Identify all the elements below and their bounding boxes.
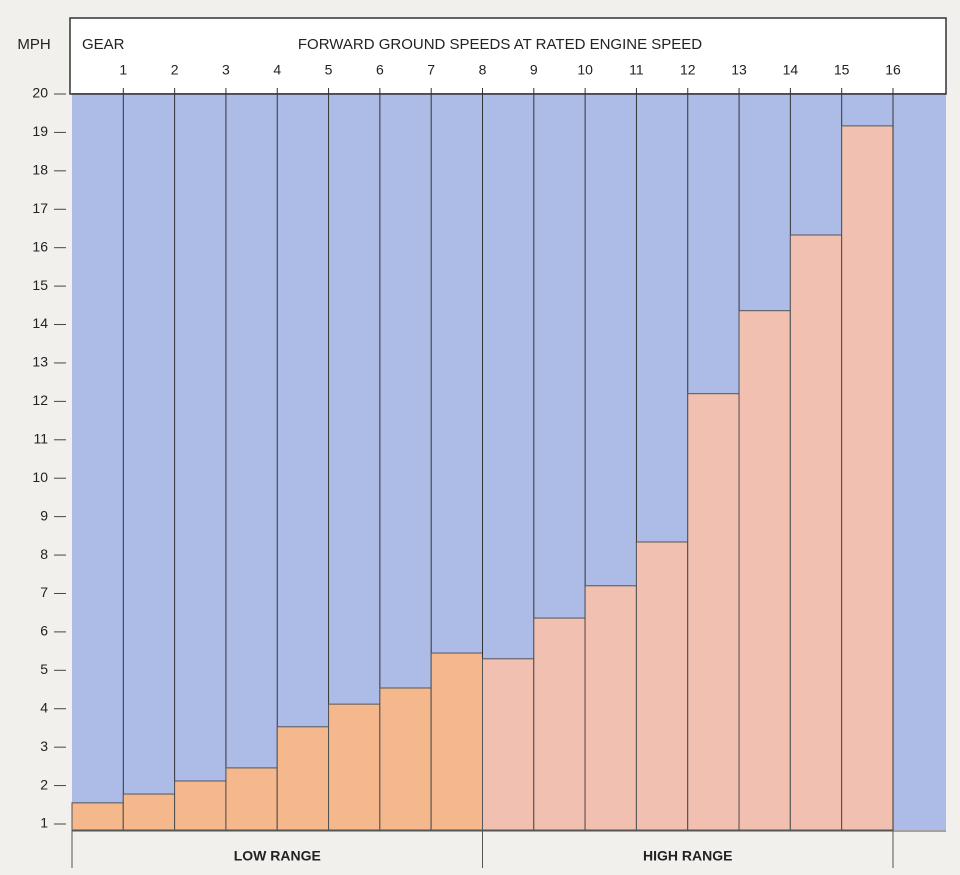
y-tick-label: 13 [32,354,48,370]
bar [122,793,176,831]
range-label: HIGH RANGE [643,848,732,864]
x-tick-label: 5 [325,62,333,78]
y-tick-label: 1 [40,815,48,831]
y-tick-label: 14 [32,315,48,331]
x-tick-label: 7 [427,62,435,78]
x-tick-label: 12 [680,62,696,78]
bar [276,726,330,831]
bar [379,687,432,831]
x-tick-label: 3 [222,62,230,78]
y-tick-label: 17 [32,200,48,216]
bar [482,658,535,831]
x-tick-label: 16 [885,62,901,78]
y-tick-label: 20 [32,85,48,101]
y-tick-label: 16 [32,238,48,254]
y-tick-label: 5 [40,661,48,677]
bar [328,703,381,831]
chart-title: FORWARD GROUND SPEEDS AT RATED ENGINE SP… [298,36,702,53]
y-tick-label: 12 [32,392,48,408]
bar [430,652,483,831]
bar [841,125,894,831]
header-box [69,17,947,95]
x-tick-label: 9 [530,62,538,78]
y-tick-label: 3 [40,738,48,754]
y-tick-label: 9 [40,507,48,523]
range-label: LOW RANGE [234,848,321,864]
x-tick-label: 13 [731,62,747,78]
y-tick-label: 6 [40,623,48,639]
bar [533,617,586,831]
bar [789,234,843,831]
x-tick-label: 4 [273,62,281,78]
y-tick-label: 15 [32,277,48,293]
y-tick-label: 8 [40,546,48,562]
x-tick-label: 1 [119,62,127,78]
y-tick-label: 4 [40,699,48,715]
bar [635,541,689,831]
bar [174,780,227,831]
x-tick-label: 8 [479,62,487,78]
y-tick-label: 11 [33,430,48,446]
bar [225,767,278,831]
y-axis-label: MPH [17,36,50,53]
x-tick-label: 15 [834,62,850,78]
x-tick-label: 10 [577,62,593,78]
bar [687,393,740,831]
y-tick-label: 7 [40,584,48,600]
y-tick-label: 19 [32,123,48,139]
y-tick-label: 10 [32,469,48,485]
x-tick-label: 11 [629,62,644,78]
y-tick-label: 18 [32,162,48,178]
x-tick-label: 14 [783,62,799,78]
bar [584,585,637,831]
x-tick-label: 6 [376,62,384,78]
bar [71,802,124,831]
bar [738,310,791,831]
x-axis-label: GEAR [82,36,125,53]
y-tick-label: 2 [40,776,48,792]
x-tick-label: 2 [171,62,179,78]
